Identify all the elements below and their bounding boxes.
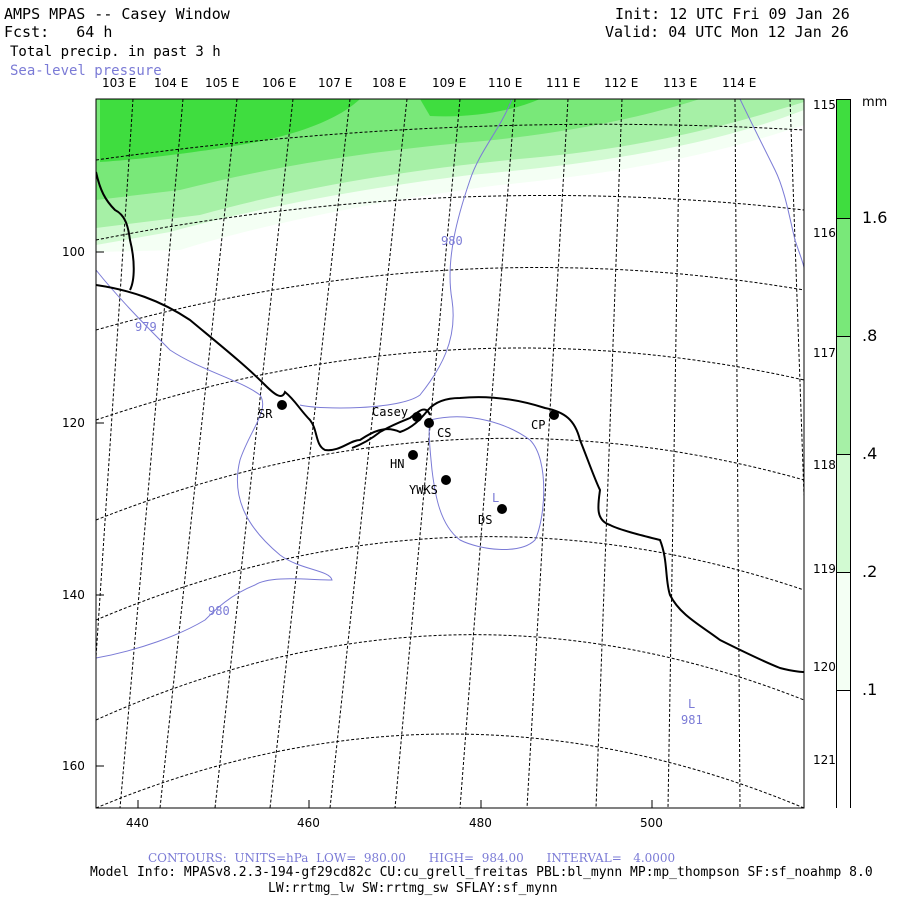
- longitude-label: 105 E: [205, 76, 240, 90]
- station-marker-ds: [497, 504, 507, 514]
- meridian-lines: [96, 99, 804, 808]
- physics-info: LW:rrtmg_lw SW:rrtmg_sw SFLAY:sf_mynn: [268, 881, 558, 896]
- longitude-label: 103 E: [102, 76, 137, 90]
- coastline: [96, 171, 804, 673]
- colorbar-label-16: 1.6: [862, 208, 888, 227]
- contour-label-981: 981: [681, 713, 703, 727]
- colorbar-08: [837, 218, 850, 337]
- slp-contours: [96, 99, 804, 659]
- station-marker-sr: [277, 400, 287, 410]
- x-tick-480: 480: [469, 816, 492, 830]
- colorbar: [836, 99, 851, 809]
- longitude-label: 112 E: [604, 76, 639, 90]
- axis-ticks: [96, 251, 653, 808]
- colorbar-02: [837, 454, 850, 573]
- colorbar-label-08: .8: [862, 326, 878, 345]
- contour-label-980-north: 980: [441, 234, 463, 248]
- parallel-lines: [96, 123, 804, 808]
- colorbar-00: [837, 690, 850, 809]
- precip-band-16: [100, 99, 360, 162]
- pressure-low-marker-2: L: [688, 697, 696, 711]
- map-frame: [95, 98, 805, 809]
- station-marker-cs: [424, 418, 434, 428]
- station-marker-hn: [408, 450, 418, 460]
- station-marker-casey: [412, 412, 422, 422]
- station-marker-ywks: [441, 475, 451, 485]
- station-label-cs: CS: [437, 426, 452, 440]
- longitude-label: 106 E: [262, 76, 297, 90]
- contour-label-980-south: 980: [208, 604, 230, 618]
- longitude-label: 109 E: [432, 76, 467, 90]
- station-label-hn: HN: [390, 457, 405, 471]
- longitude-label: 110 E: [488, 76, 523, 90]
- model-info: Model Info: MPASv8.2.3-194-gf29cd82c CU:…: [90, 865, 873, 880]
- valid-time: Valid: 04 UTC Mon 12 Jan 26: [605, 23, 849, 41]
- station-label-casey: Casey: [372, 405, 409, 419]
- station-label-sr: SR: [258, 407, 273, 421]
- stations: [277, 400, 559, 514]
- x-tick-460: 460: [297, 816, 320, 830]
- station-label-ds: DS: [478, 513, 493, 527]
- longitude-label: 113 E: [663, 76, 698, 90]
- y-tick-160: 160: [62, 759, 85, 773]
- y-tick-140: 140: [62, 588, 85, 602]
- x-tick-500: 500: [640, 816, 663, 830]
- map-title: AMPS MPAS -- Casey Window: [4, 5, 230, 23]
- field-precip-label: Total precip. in past 3 h: [10, 44, 221, 60]
- colorbar-16: [837, 100, 850, 218]
- contour-label-979: 979: [135, 320, 157, 334]
- contours-info: CONTOURS: UNITS=hPa LOW= 980.00 HIGH= 98…: [148, 851, 676, 865]
- forecast-hour: Fcst: 64 h: [4, 23, 113, 41]
- colorbar-04: [837, 336, 850, 455]
- field-slp-label: Sea-level pressure: [10, 63, 162, 79]
- colorbar-label-01: .1: [862, 680, 878, 699]
- x-tick-440: 440: [126, 816, 149, 830]
- colorbar-unit: mm: [862, 95, 888, 110]
- y-tick-100: 100: [62, 245, 85, 259]
- y-tick-120: 120: [62, 416, 85, 430]
- init-time: Init: 12 UTC Fri 09 Jan 26: [615, 5, 850, 23]
- station-label-cp: CP: [531, 418, 546, 432]
- station-label-ywks: YWKS: [409, 483, 438, 497]
- longitude-label: 114 E: [722, 76, 757, 90]
- colorbar-label-04: .4: [862, 444, 878, 463]
- colorbar-01: [837, 572, 850, 691]
- longitude-label: 111 E: [546, 76, 581, 90]
- colorbar-label-02: .2: [862, 562, 878, 581]
- station-marker-cp: [549, 410, 559, 420]
- longitude-label: 108 E: [372, 76, 407, 90]
- longitude-label: 104 E: [154, 76, 189, 90]
- pressure-low-marker-1: L: [492, 491, 500, 505]
- longitude-label: 107 E: [318, 76, 353, 90]
